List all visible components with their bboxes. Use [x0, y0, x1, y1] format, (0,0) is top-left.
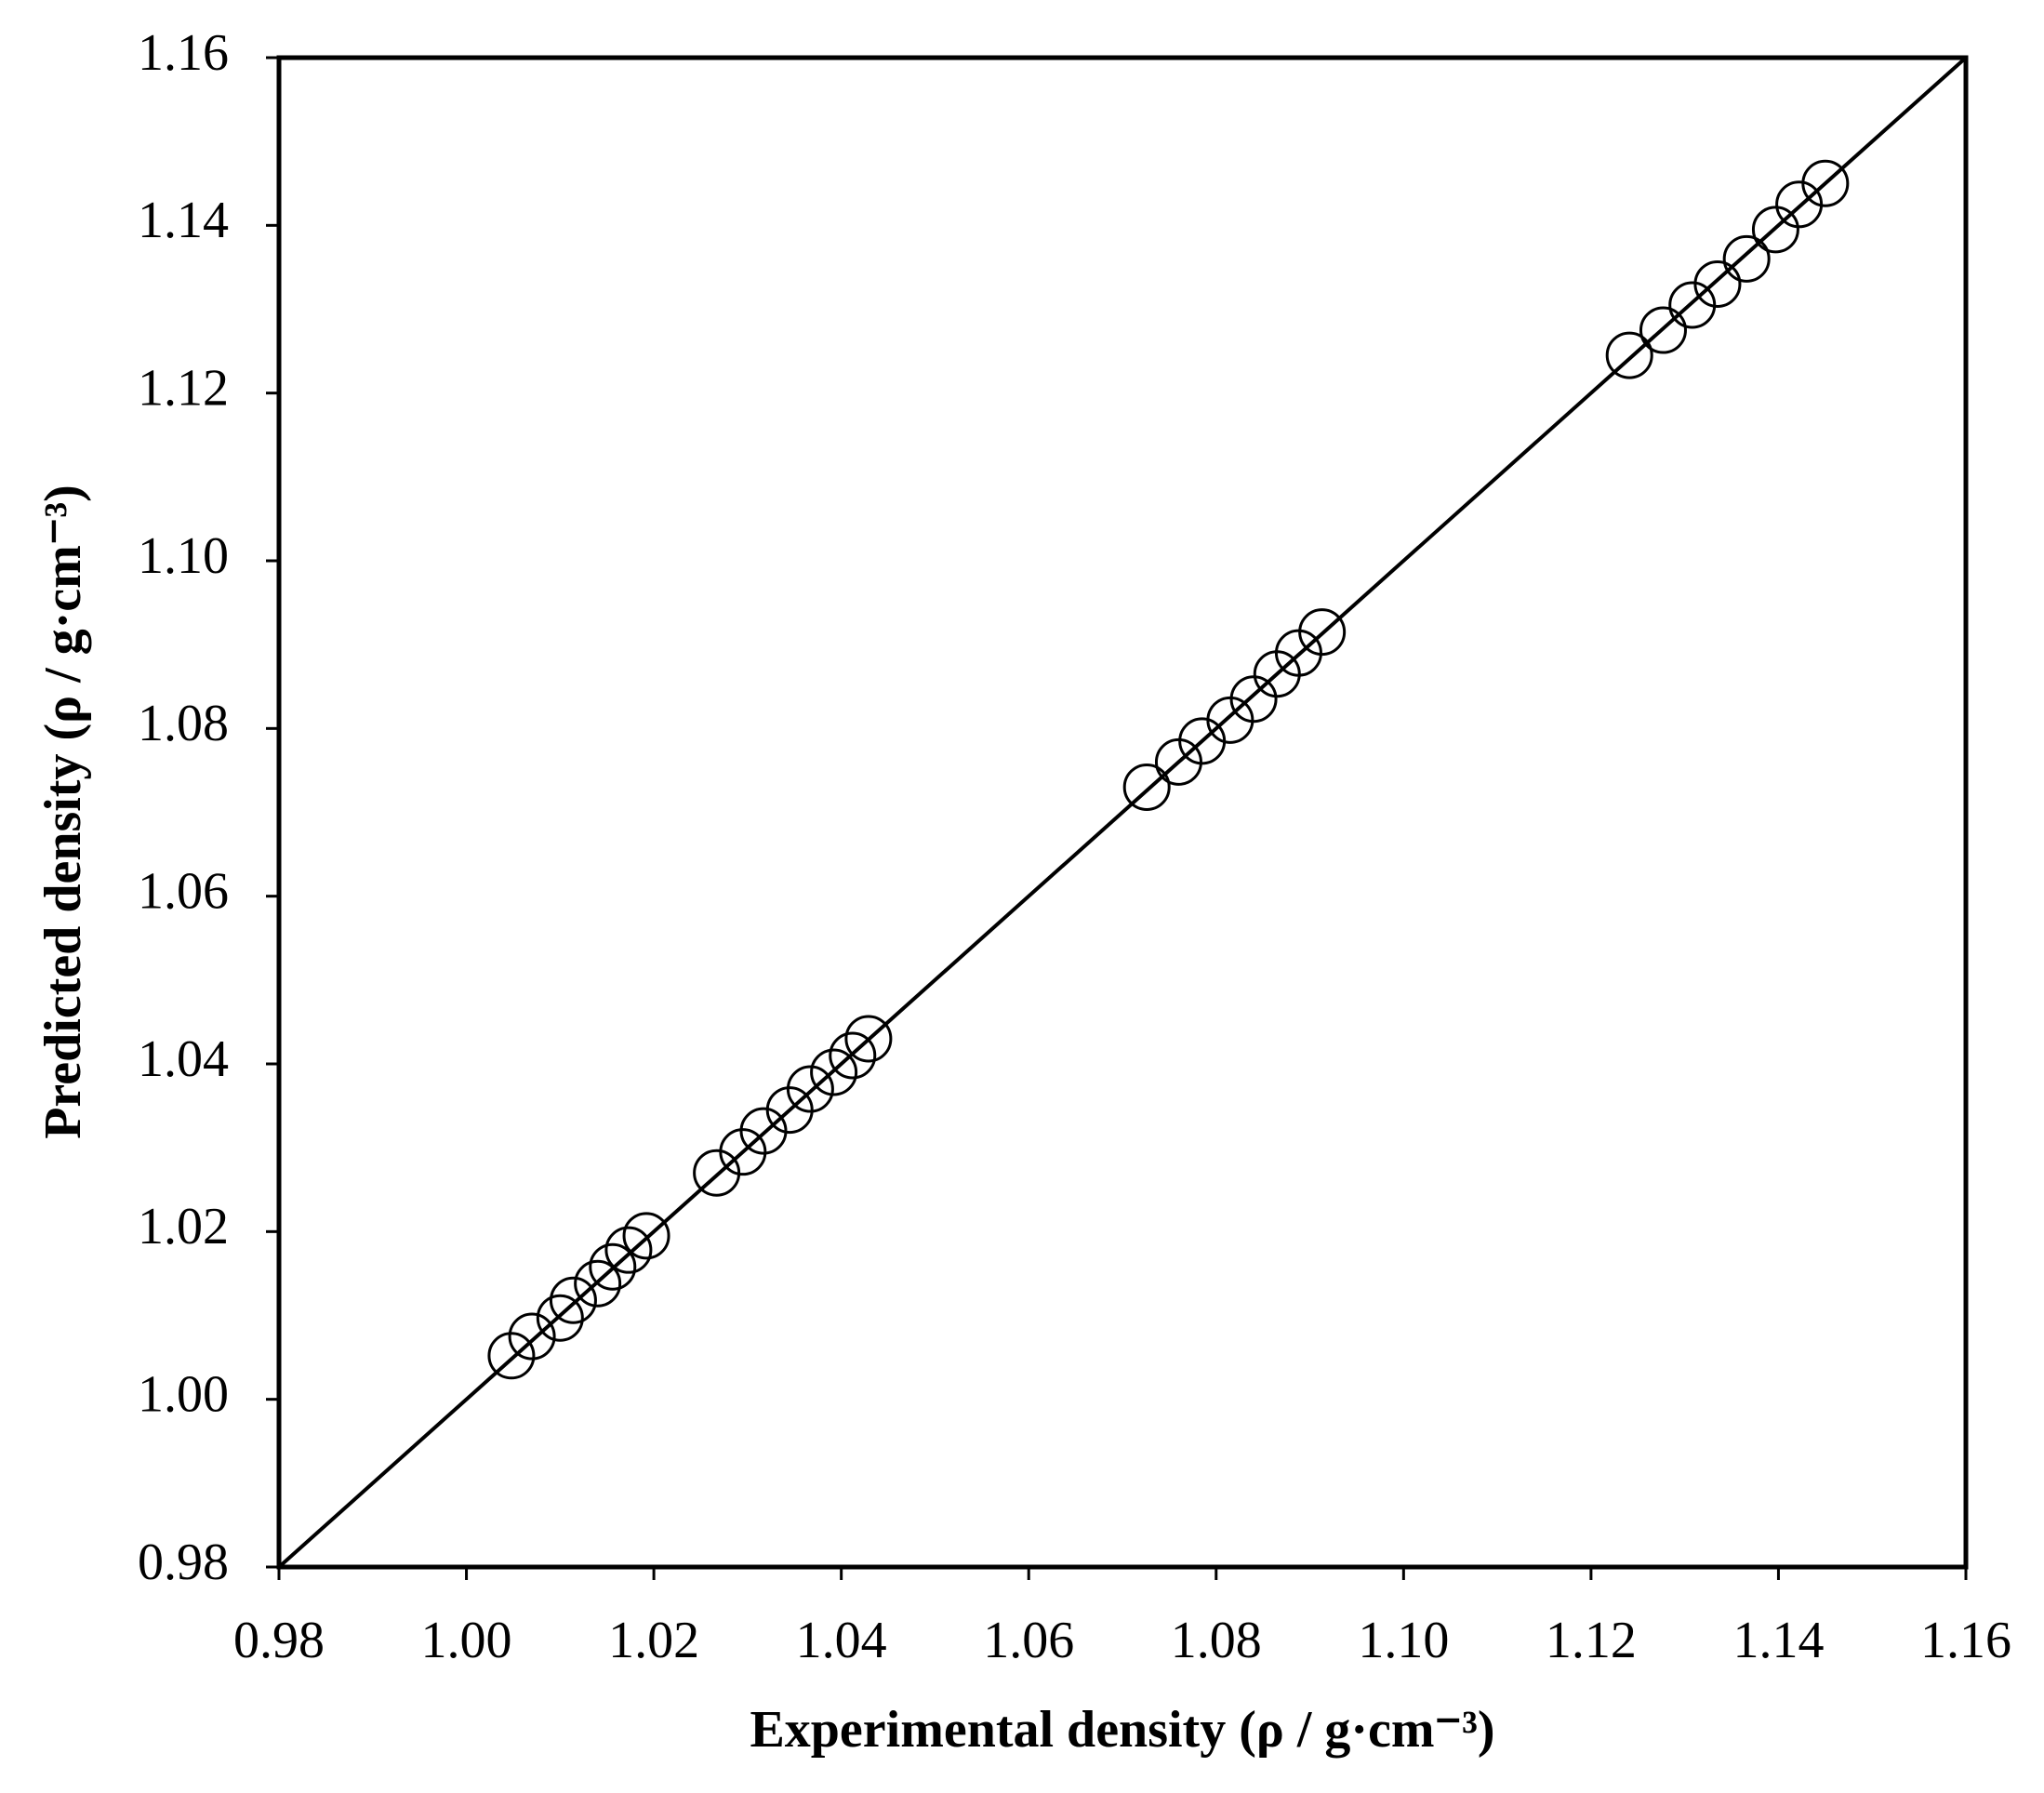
y-tick-label: 1.08 — [138, 695, 229, 752]
data-point — [810, 1048, 858, 1096]
data-point — [574, 1259, 622, 1308]
data-point — [536, 1294, 584, 1342]
x-tick-label: 1.10 — [1358, 1612, 1449, 1669]
data-point — [844, 1015, 893, 1063]
y-tick-label: 1.14 — [138, 192, 229, 249]
data-point — [487, 1332, 536, 1380]
x-tick-label: 1.12 — [1546, 1612, 1637, 1669]
data-point — [508, 1312, 556, 1361]
y-tick-label: 1.04 — [138, 1030, 229, 1088]
y-tick-label: 1.02 — [138, 1198, 229, 1255]
data-point — [1801, 159, 1850, 207]
x-tick-label: 1.00 — [421, 1612, 512, 1669]
plot-frame — [276, 55, 1969, 1570]
y-tick-label: 1.12 — [138, 360, 229, 418]
data-point — [1693, 259, 1742, 308]
data-point — [1122, 763, 1171, 811]
x-tick-label: 1.02 — [608, 1612, 699, 1669]
x-tick-label: 1.14 — [1732, 1612, 1824, 1669]
x-tick-label: 1.04 — [796, 1612, 887, 1669]
data-point — [1298, 608, 1347, 657]
data-point — [549, 1276, 597, 1324]
data-point — [589, 1242, 637, 1291]
y-axis-title: Predicted density (ρ / g·cm⁻³) — [34, 485, 92, 1139]
data-point — [622, 1212, 670, 1260]
y-tick-label: 1.00 — [138, 1366, 229, 1424]
data-point — [604, 1226, 653, 1274]
y-tick-label: 1.16 — [138, 24, 229, 82]
data-point — [1605, 331, 1653, 379]
x-axis-title: Experimental density (ρ / g·cm⁻³) — [750, 1701, 1494, 1759]
y-tick-label: 1.10 — [138, 527, 229, 585]
x-tick-label: 1.06 — [983, 1612, 1074, 1669]
x-tick-label: 1.08 — [1171, 1612, 1262, 1669]
data-point — [829, 1031, 877, 1080]
x-tick-label: 0.98 — [233, 1612, 325, 1669]
data-point — [1722, 234, 1771, 283]
x-tick-label: 1.16 — [1920, 1612, 2011, 1669]
y-tick-label: 0.98 — [138, 1534, 229, 1591]
data-point — [1639, 306, 1687, 354]
parity-line — [277, 56, 1968, 1569]
data-point — [786, 1065, 834, 1113]
y-tick-label: 1.06 — [138, 863, 229, 921]
